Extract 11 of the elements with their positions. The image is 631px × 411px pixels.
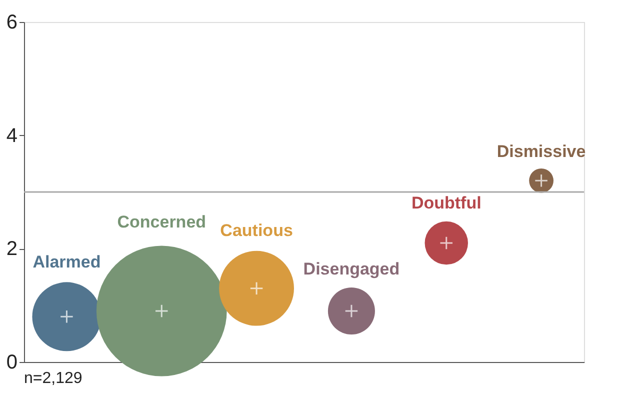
y-tick-label: 6 xyxy=(6,12,18,34)
x-tick-label: Disengaged xyxy=(303,259,400,278)
y-tick-label: 0 xyxy=(6,352,18,374)
x-tick-label: Concerned xyxy=(117,212,206,232)
x-tick-label: Alarmed xyxy=(32,252,101,272)
y-tick-label: 4 xyxy=(6,124,18,147)
text: n=2,129 xyxy=(24,370,82,387)
x-tick-label: Doubtful xyxy=(411,194,482,213)
x-tick-label: Dismissive xyxy=(496,142,586,161)
x-tick-label: Cautious xyxy=(220,221,293,240)
y-tick-label: 2 xyxy=(6,238,18,260)
